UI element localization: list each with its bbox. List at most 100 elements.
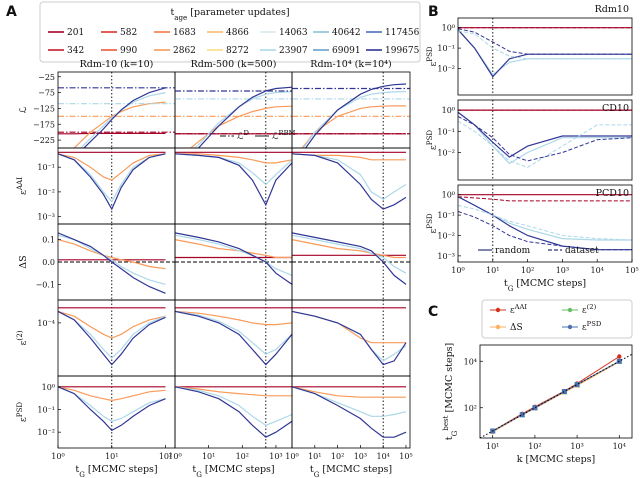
legend-marker (495, 324, 501, 330)
x-tick-label: 10⁴ (613, 442, 626, 451)
series-line (175, 386, 292, 438)
y-axis-label-part: PSD (425, 130, 434, 146)
plot-area (292, 224, 410, 300)
y-axis-label-part: ε (18, 341, 29, 346)
plot-area (58, 300, 166, 376)
series-line (58, 153, 166, 211)
y-tick-label: 0.1 (42, 236, 55, 245)
x-tick-label: 10² (159, 452, 172, 461)
x-axis-label-part: t (75, 464, 79, 475)
x-tick-label: 10¹ (202, 452, 215, 461)
axes-frame (291, 71, 411, 149)
series-line (458, 116, 632, 162)
y-tick-label: 10⁻² (37, 428, 55, 437)
y-tick-label: 10⁻² (437, 231, 455, 240)
y-axis-label-part: G (450, 430, 459, 436)
axes-frame (57, 147, 176, 225)
series-line (492, 356, 620, 432)
series-line (292, 310, 406, 344)
legend-label: 23907 (279, 46, 308, 56)
axes-frame (174, 299, 293, 377)
plot-area (58, 72, 175, 148)
plot-area (58, 148, 166, 224)
x-axis-label-part: G (196, 470, 202, 478)
x-axis-label-part: [MCMC steps] (513, 278, 586, 289)
y-tick-label: 10⁻¹ (437, 211, 455, 220)
series-line (458, 111, 632, 165)
x-axis-label-part: [MCMC steps] (319, 464, 392, 475)
x-axis-label: tG [MCMC steps] (504, 278, 586, 293)
x-axis-label: tG [MCMC steps] (75, 464, 157, 478)
series-line (83, 87, 166, 148)
x-axis-label-part: G (314, 470, 320, 478)
legend-label: 342 (67, 46, 84, 56)
series-line (175, 153, 292, 186)
series-line (292, 153, 407, 201)
y-axis-label-part: ε (428, 229, 439, 234)
legend-title-part: age (174, 13, 187, 22)
series-line (175, 310, 292, 355)
panel-label: C (428, 304, 438, 320)
panel-label: B (428, 4, 439, 20)
legend-marker (495, 307, 501, 313)
point (617, 354, 622, 359)
series-line (458, 196, 632, 241)
legend-label-part: (2) (587, 303, 597, 311)
series-line (175, 310, 292, 366)
legend-label-part: ℒ (272, 132, 279, 142)
y-tick-label: 10⁻¹ (37, 163, 55, 172)
series-line (492, 361, 620, 433)
series-line (175, 234, 292, 276)
plot-area (175, 376, 292, 448)
y-tick-label: 10⁻² (37, 188, 55, 197)
series-line (292, 232, 407, 285)
series-line (175, 310, 292, 326)
x-tick-label: 10⁵ (399, 452, 412, 461)
legend-label-part: ε (582, 323, 587, 333)
x-tick-label: 10⁴ (376, 452, 389, 461)
y-axis-label-part: PSD (15, 402, 24, 418)
y-tick-label: 10⁻² (437, 64, 455, 73)
series-line (175, 153, 292, 164)
x-axis-label-part: k (517, 454, 523, 465)
panel-title: Rdm10 (595, 4, 629, 15)
axes-frame (291, 223, 411, 301)
x-axis-label: tG [MCMC steps] (192, 464, 274, 478)
y-axis-label: εPSD (425, 213, 440, 234)
series-line (58, 310, 166, 339)
point (532, 405, 538, 411)
x-axis-label-part: t (310, 464, 314, 475)
legend-label: 1683 (173, 28, 196, 38)
series-line (292, 239, 406, 259)
x-tick-label: 10³ (556, 266, 569, 275)
axes-frame (479, 344, 633, 439)
plot-area (58, 376, 166, 448)
legend-label: 990 (120, 46, 137, 56)
plot-area (175, 224, 292, 300)
series-line (458, 204, 632, 241)
y-axis-label: ℒ (18, 106, 29, 113)
series-line (301, 105, 406, 148)
series-line (458, 30, 632, 60)
axes-frame (291, 375, 411, 449)
legend-label-part: AAI (514, 303, 528, 311)
series-line (458, 196, 632, 251)
series-line (292, 153, 406, 161)
x-tick-label: 10² (521, 266, 534, 275)
plot-area (175, 300, 292, 376)
plot-area (292, 72, 410, 148)
series-line (458, 120, 632, 168)
c-legend-frame (481, 299, 633, 339)
series-line (292, 234, 407, 274)
x-tick-label: 10⁰ (51, 452, 64, 461)
y-tick-label: 10⁻⁴ (37, 319, 55, 328)
y-axis-label-part: ε (428, 145, 439, 150)
y-tick-label: 10⁻¹ (37, 405, 55, 414)
series-line (302, 91, 407, 148)
legend-label: 69091 (332, 46, 361, 56)
legend-label: 8272 (226, 46, 249, 56)
y-axis-label-part: t (444, 436, 455, 440)
y-tick-label: 10⁰ (442, 24, 455, 33)
legend-label: random (495, 246, 531, 256)
legend-label-part: PSD (587, 320, 602, 328)
